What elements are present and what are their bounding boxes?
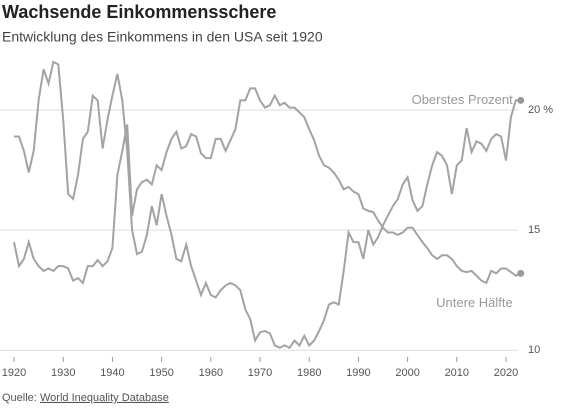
- x-tick-label: 1940: [100, 367, 124, 379]
- series-line: [14, 60, 521, 350]
- x-tick-label: 1920: [2, 367, 26, 379]
- series-label: Oberstes Prozent: [412, 92, 514, 107]
- x-tick-label: 1950: [149, 367, 173, 379]
- source-link[interactable]: World Inequality Database: [40, 392, 169, 404]
- y-tick-label: 15: [528, 224, 540, 236]
- series-label: Untere Hälfte: [436, 295, 513, 310]
- end-dot: [517, 269, 525, 277]
- x-tick-label: 1930: [51, 367, 75, 379]
- x-tick-label: 1990: [346, 367, 370, 379]
- x-tick-label: 1980: [297, 367, 321, 379]
- series-line: [13, 87, 522, 285]
- y-tick-label: 20 %: [528, 104, 553, 116]
- source[interactable]: World Inequality Database: [40, 392, 169, 404]
- x-tick-label: 2020: [494, 367, 518, 379]
- y-tick-label: 10: [528, 344, 540, 356]
- end-dot: [517, 96, 525, 104]
- chart-subtitle: Entwicklung des Einkommens in den USA se…: [2, 29, 323, 45]
- x-tick-label: 1960: [199, 367, 223, 379]
- x-tick-label: 2000: [395, 367, 419, 379]
- chart-title: Wachsende Einkommensschere: [2, 2, 276, 22]
- source-label: Quelle:: [2, 392, 37, 404]
- x-tick-label: 1970: [248, 367, 272, 379]
- x-tick-label: 2010: [445, 367, 469, 379]
